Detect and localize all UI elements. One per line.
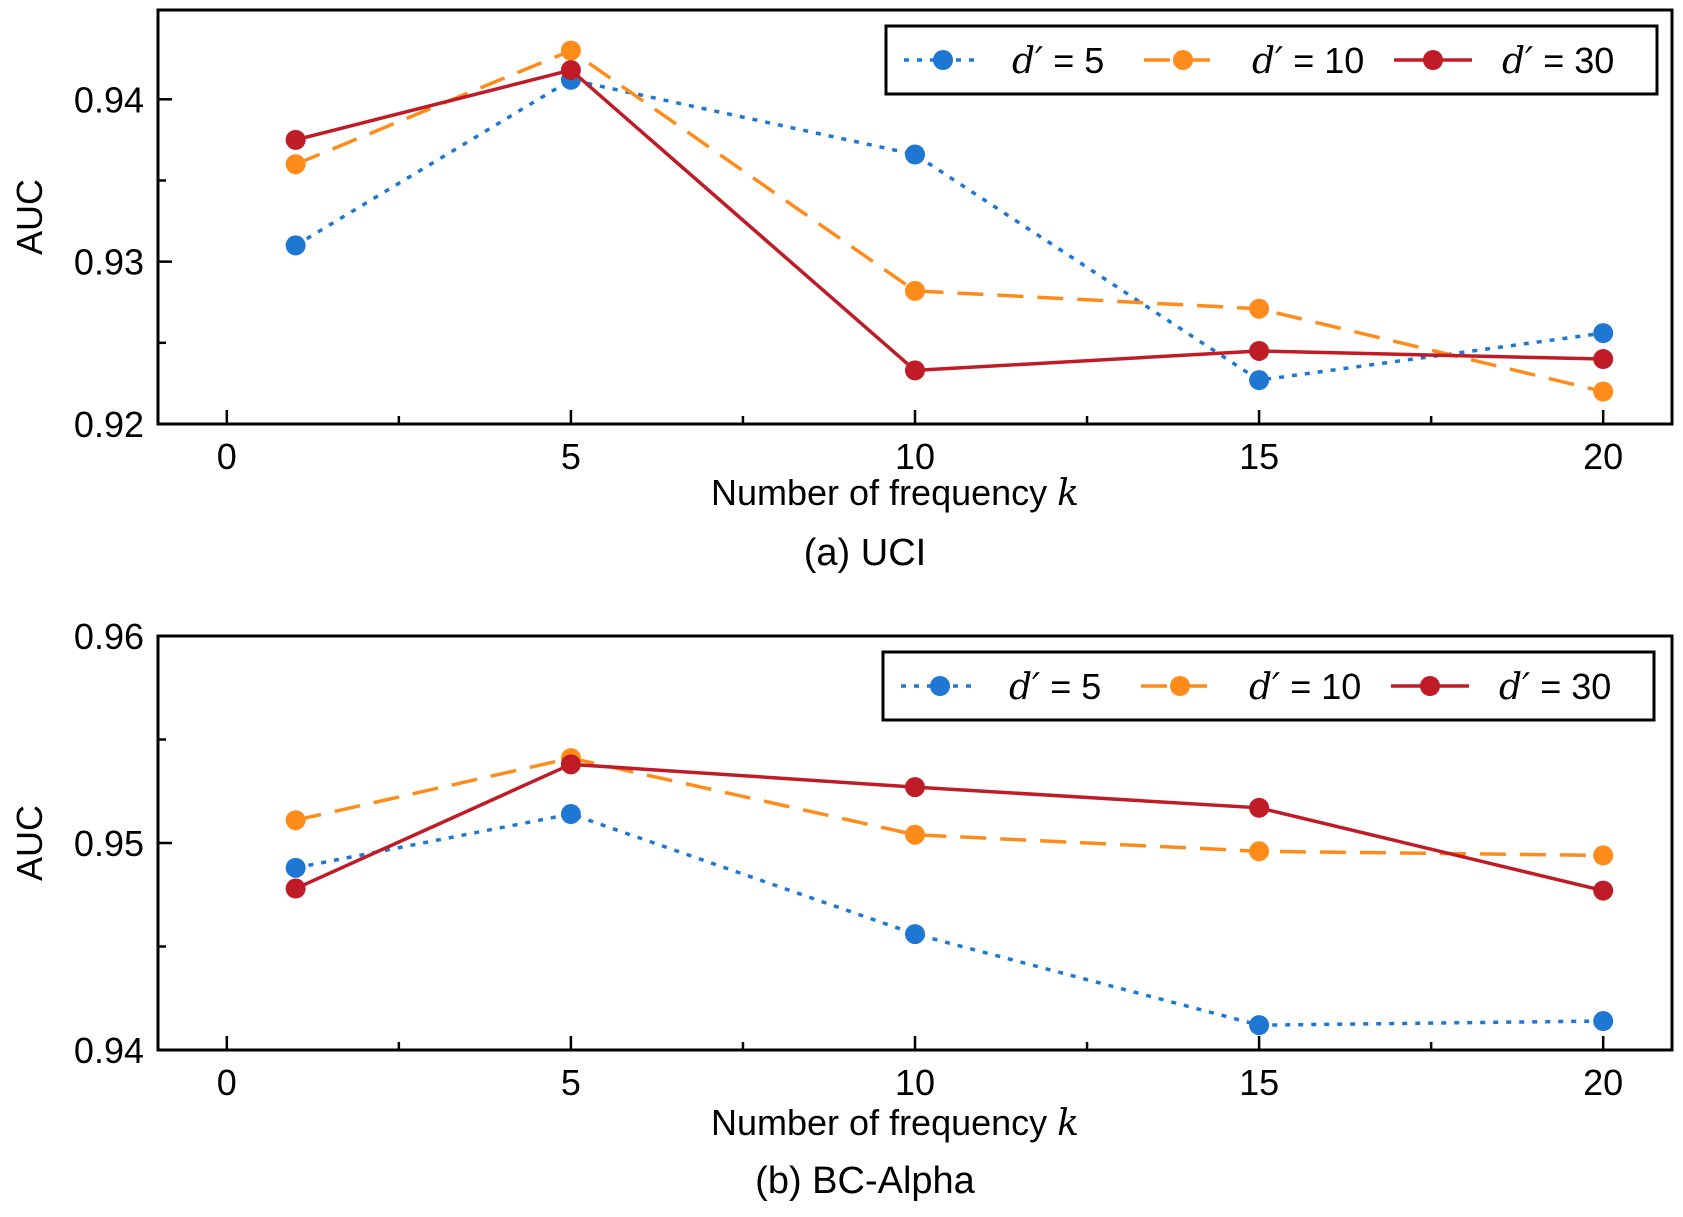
- panel-caption: (a) UCI: [804, 532, 926, 574]
- x-tick-label: 15: [1239, 436, 1279, 477]
- data-point-d30: [1249, 797, 1270, 818]
- data-point-d10: [1249, 841, 1270, 862]
- y-tick-label: 0.95: [74, 823, 144, 864]
- data-point-d5: [285, 235, 306, 256]
- legend-label-value: = 10: [1280, 666, 1361, 707]
- legend-label-value: = 5: [1043, 40, 1104, 81]
- x-tick-label: 0: [217, 1062, 237, 1103]
- data-point-d5: [560, 804, 581, 825]
- y-tick-label: 0.94: [74, 79, 144, 120]
- x-axis-title-text: Number of frequency: [711, 1102, 1057, 1143]
- x-axis-title-variable: k: [1057, 1103, 1079, 1144]
- legend-marker-d30: [1423, 50, 1443, 70]
- series-line-d30: [294, 762, 1604, 893]
- legend: d′ = 5 d′ = 10 d′ = 30: [881, 650, 1656, 722]
- data-point-d5: [1249, 370, 1270, 391]
- y-axis-title: AUC: [9, 805, 50, 881]
- x-axis-title: Number of frequency k: [711, 472, 1079, 514]
- data-point-d10: [285, 154, 306, 175]
- legend-label-variable: d′: [1012, 41, 1043, 82]
- panel-b: 0 5 10 15 20 0.94 0.95 0.96 AUC Number of frequen…: [9, 616, 1674, 1202]
- legend-label-variable: d′: [1252, 41, 1283, 82]
- series-line-d5: [294, 78, 1604, 382]
- data-point-d5: [905, 924, 925, 945]
- legend-label-d5: d′ = 5: [1012, 40, 1104, 82]
- data-point-d10: [1593, 845, 1614, 866]
- data-point-d30: [905, 777, 925, 798]
- data-point-d10: [285, 810, 306, 831]
- panel-caption: (b) BC-Alpha: [755, 1160, 975, 1202]
- legend: d′ = 5 d′ = 10 d′ = 30: [884, 24, 1659, 96]
- data-point-d30: [560, 60, 581, 81]
- legend-label-value: = 10: [1283, 40, 1364, 81]
- x-tick-label: 15: [1239, 1062, 1279, 1103]
- data-point-d30: [285, 129, 306, 150]
- legend-label-d5: d′ = 5: [1009, 666, 1101, 708]
- x-axis-title-text: Number of frequency: [711, 472, 1057, 513]
- legend-label-variable: d′: [1249, 667, 1280, 708]
- x-tick-label: 5: [561, 1062, 581, 1103]
- legend-marker-d10: [1170, 676, 1190, 696]
- data-point-d30: [1249, 340, 1270, 361]
- series-line-d30: [295, 68, 1604, 373]
- legend-frame: [881, 650, 1656, 722]
- y-tick-label: 0.93: [74, 242, 144, 283]
- x-axis-title-variable: k: [1057, 473, 1079, 514]
- y-tick-label: 0.94: [74, 1030, 144, 1071]
- legend-frame: [884, 24, 1659, 96]
- data-point-d30: [1593, 349, 1614, 370]
- y-tick-label: 0.96: [74, 616, 144, 657]
- panel-a: 0 5 10 15 20 0.92 0.93 0.94 AUC Number of frequen…: [9, 8, 1674, 574]
- x-tick-label: 10: [895, 1062, 935, 1103]
- data-point-d10: [560, 40, 581, 61]
- x-tick-label: 20: [1583, 436, 1623, 477]
- legend-marker-d5: [933, 50, 953, 70]
- data-point-d10: [905, 824, 925, 845]
- data-point-d5: [905, 144, 925, 165]
- series-line-d5: [295, 812, 1604, 1027]
- series-line-d10: [295, 756, 1604, 858]
- legend-label-value: = 5: [1040, 666, 1101, 707]
- data-point-d5: [285, 857, 306, 878]
- x-tick-label: 0: [217, 436, 237, 477]
- y-tick-label: 0.92: [74, 404, 144, 445]
- data-point-d30: [560, 754, 581, 775]
- legend-marker-d30: [1420, 676, 1440, 696]
- series-line-d10: [294, 48, 1604, 394]
- legend-label-value: = 30: [1533, 40, 1614, 81]
- data-point-d30: [1593, 880, 1614, 901]
- legend-label-variable: d′: [1499, 667, 1530, 708]
- data-point-d5: [1593, 323, 1614, 344]
- data-point-d10: [905, 280, 925, 301]
- legend-label-d30: d′ = 30: [1502, 40, 1614, 82]
- legend-marker-d5: [930, 676, 950, 696]
- data-point-d5: [1593, 1011, 1614, 1032]
- x-tick-label: 10: [895, 436, 935, 477]
- legend-label-d10: d′ = 10: [1249, 666, 1361, 708]
- legend-label-variable: d′: [1009, 667, 1040, 708]
- legend-label-variable: d′: [1502, 41, 1533, 82]
- legend-marker-d10: [1173, 50, 1193, 70]
- data-point-d30: [905, 360, 925, 381]
- data-point-d30: [285, 878, 306, 899]
- legend-label-d10: d′ = 10: [1252, 40, 1364, 82]
- legend-label-d30: d′ = 30: [1499, 666, 1611, 708]
- x-tick-label: 5: [561, 436, 581, 477]
- data-point-d10: [1249, 298, 1270, 319]
- data-point-d5: [1249, 1015, 1270, 1036]
- data-point-d10: [1593, 381, 1614, 402]
- x-tick-label: 20: [1583, 1062, 1623, 1103]
- y-axis-title: AUC: [9, 179, 50, 255]
- x-axis-title: Number of frequency k: [711, 1102, 1079, 1144]
- legend-label-value: = 30: [1530, 666, 1611, 707]
